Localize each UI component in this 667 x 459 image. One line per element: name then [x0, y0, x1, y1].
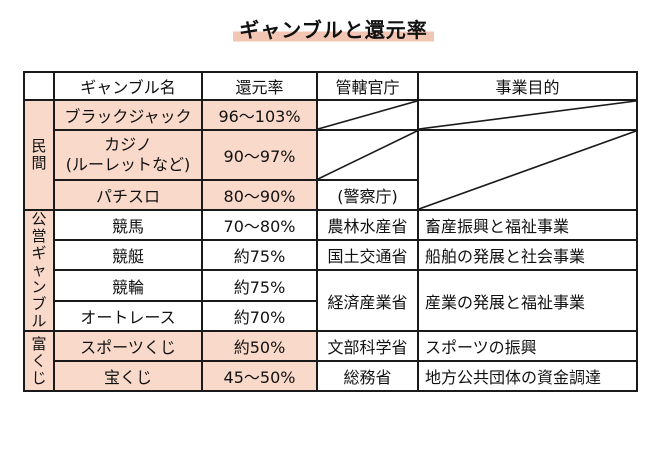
- rate-cell: 約75%: [201, 269, 318, 302]
- title-wrap: ギャンブルと還元率: [0, 14, 667, 44]
- agency-cell-empty: [316, 99, 419, 131]
- table-row: 競艇 約75% 国土交通省 船舶の発展と社会事業: [24, 239, 638, 271]
- header-name: ギャンブル名: [53, 71, 203, 101]
- table-row: 宝くじ 45～50% 総務省 地方公共団体の資金調達: [24, 360, 638, 392]
- name-cell: ブラックジャック: [53, 99, 203, 131]
- purpose-cell-empty: [417, 99, 638, 131]
- category-lottery: 富くじ: [23, 330, 55, 392]
- header-row: ギャンブル名 還元率 管轄官庁 事業目的: [23, 71, 638, 101]
- table-row: カジノ (ルーレットなど) 90～97%: [24, 129, 638, 211]
- page-title: ギャンブルと還元率: [233, 14, 434, 44]
- table-row: 競輪 約75% 経済産業省 産業の発展と福祉事業: [24, 269, 638, 332]
- header-purpose: 事業目的: [417, 71, 638, 101]
- rate-cell: 約75%: [201, 239, 318, 271]
- name-cell: 競馬: [53, 209, 203, 241]
- gambling-table: ギャンブル名 還元率 管轄官庁 事業目的 民間 ブラックジャック 96～103%…: [23, 71, 638, 392]
- table-row: 民間 ブラックジャック 96～103%: [23, 99, 638, 211]
- name-cell: オートレース: [53, 300, 203, 332]
- agency-cell-empty: [316, 129, 419, 181]
- table-row: 富くじ スポーツくじ 約50% 文部科学省 スポーツの振興: [23, 330, 638, 392]
- name-cell: カジノ (ルーレットなど): [53, 129, 203, 181]
- purpose-cell: 地方公共団体の資金調達: [417, 360, 638, 392]
- category-public: 公営ギャンブル: [23, 209, 55, 332]
- purpose-cell: 船舶の発展と社会事業: [417, 239, 638, 271]
- purpose-cell-empty: [417, 129, 638, 211]
- header-corner: [23, 71, 55, 101]
- header-agency: 管轄官庁: [316, 71, 419, 101]
- name-cell: 競艇: [53, 239, 203, 271]
- agency-cell: 国土交通省: [316, 239, 419, 271]
- agency-cell: 農林水産省: [316, 209, 419, 241]
- purpose-cell: 畜産振興と福祉事業: [417, 209, 638, 241]
- table-row: オートレース 約70%: [24, 300, 637, 332]
- rate-cell: 96～103%: [201, 99, 318, 131]
- name-cell: スポーツくじ: [53, 330, 203, 362]
- agency-cell: (警察庁): [316, 179, 419, 211]
- name-cell: 宝くじ: [53, 360, 203, 392]
- category-private: 民間: [23, 99, 55, 211]
- name-cell: パチスロ: [53, 179, 203, 211]
- table-row: 公営ギャンブル 競馬 70～80% 農林水産省 畜産振興と福祉事業: [23, 209, 638, 332]
- purpose-cell: 産業の発展と福祉事業: [417, 269, 638, 332]
- header-rate: 還元率: [201, 71, 318, 101]
- rate-cell: 約50%: [201, 330, 318, 362]
- table-row: パチスロ 80～90% (警察庁): [24, 179, 637, 211]
- agency-cell: 文部科学省: [316, 330, 419, 362]
- rate-cell: 45～50%: [201, 360, 318, 392]
- rate-cell: 約70%: [201, 300, 318, 332]
- agency-cell: 総務省: [316, 360, 419, 392]
- rate-cell: 70～80%: [201, 209, 318, 241]
- purpose-cell: スポーツの振興: [417, 330, 638, 362]
- name-cell: 競輪: [53, 269, 203, 302]
- rate-cell: 90～97%: [201, 129, 318, 181]
- agency-cell: 経済産業省: [316, 269, 419, 332]
- rate-cell: 80～90%: [201, 179, 318, 211]
